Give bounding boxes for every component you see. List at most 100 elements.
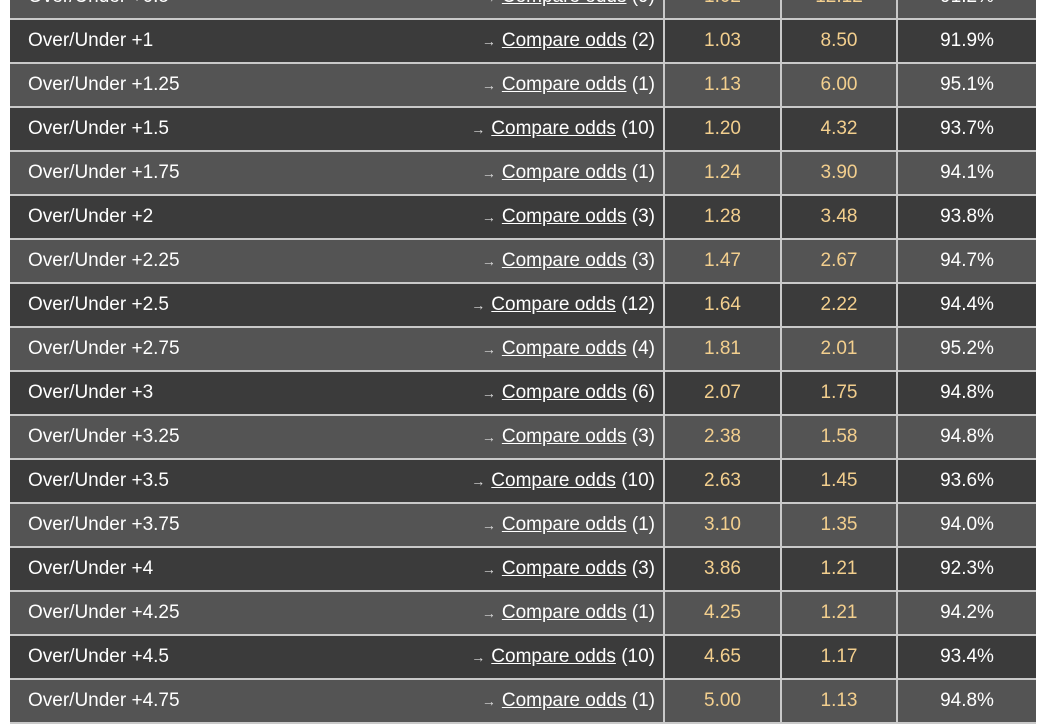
table-row: Over/Under +4.5 → Compare odds (10) 4.65 … [10,636,1036,680]
over-odds[interactable]: 1.13 [665,64,782,106]
over-odds[interactable]: 1.47 [665,240,782,282]
compare-odds-link[interactable]: Compare odds [502,0,627,7]
over-odds[interactable]: 1.24 [665,152,782,194]
arrow-right-icon: → [481,385,496,401]
compare-odds-link[interactable]: Compare odds [501,250,627,271]
over-odds[interactable]: 3.86 [665,548,782,590]
under-odds[interactable]: 2.01 [782,328,898,370]
compare-odds-link[interactable]: Compare odds [501,382,627,403]
compare-odds: → Compare odds (10) [471,470,655,492]
market-cell: Over/Under +2.75 → Compare odds (4) [10,328,665,370]
payout: 93.4% [940,646,994,667]
over-odds[interactable]: 3.10 [665,504,782,546]
compare-odds-link[interactable]: Compare odds [491,294,616,315]
bookmaker-count: (12) [621,294,655,315]
over-odds[interactable]: 2.38 [665,416,782,458]
market-name: Over/Under +2 [28,206,154,227]
market-cell: Over/Under +0.5 → Compare odds (9) [10,0,665,18]
compare-odds-link[interactable]: Compare odds [501,690,627,711]
under-odds[interactable]: 6.00 [782,64,898,106]
market-cell: Over/Under +1 → Compare odds (2) [10,20,665,62]
compare-odds-link[interactable]: Compare odds [491,646,616,667]
under-odds[interactable]: 2.67 [782,240,898,282]
under-odds[interactable]: 1.13 [782,680,898,722]
table-row: Over/Under +4.75 → Compare odds (1) 5.00 … [10,680,1036,724]
over-odds[interactable]: 1.28 [665,196,782,238]
table-row: Over/Under +1.75 → Compare odds (1) 1.24 … [10,152,1036,196]
market-name: Over/Under +3.5 [28,470,169,491]
compare-odds-link[interactable]: Compare odds [501,558,627,579]
payout: 91.2% [898,0,1036,18]
payout: 93.7% [940,118,994,139]
under-odds[interactable]: 1.58 [782,416,898,458]
over-odds[interactable]: 1.03 [665,20,782,62]
under-odds[interactable]: 1.35 [782,504,898,546]
bookmaker-count: (2) [631,30,655,51]
under-odds[interactable]: 8.50 [782,20,898,62]
under-odds[interactable]: 3.48 [782,196,898,238]
under-odds[interactable]: 4.32 [782,108,898,150]
table-row: Over/Under +1 → Compare odds (2) 1.03 8.5… [10,20,1036,64]
compare-odds-link[interactable]: Compare odds [501,206,627,227]
under-odds[interactable]: 1.17 [782,636,898,678]
market-name: Over/Under +0.5 [28,0,482,8]
under-odds[interactable]: 1.75 [782,372,898,414]
bookmaker-count: (9) [632,0,655,7]
compare-odds: → Compare odds (9) [482,0,655,8]
payout: 93.6% [940,470,994,491]
table-row: Over/Under +3 → Compare odds (6) 2.07 1.7… [10,372,1036,416]
under-odds[interactable]: 3.90 [782,152,898,194]
over-odds[interactable]: 2.63 [665,460,782,502]
market-cell: Over/Under +3.75 → Compare odds (1) [10,504,665,546]
arrow-right-icon: → [481,561,496,577]
arrow-right-icon: → [471,121,486,137]
odds-table: Over/Under +0.5 → Compare odds (9) 1.02 1… [10,0,1036,724]
market-cell: Over/Under +3 → Compare odds (6) [10,372,665,414]
under-odds[interactable]: 1.21 [782,592,898,634]
over-odds[interactable]: 1.64 [665,284,782,326]
under-odds[interactable]: 12.12 [782,0,898,18]
arrow-right-icon: → [482,0,496,5]
under-odds[interactable]: 1.21 [782,548,898,590]
over-odds[interactable]: 1.81 [665,328,782,370]
compare-odds: → Compare odds (1) [482,602,655,624]
table-row: Over/Under +1.5 → Compare odds (10) 1.20 … [10,108,1036,152]
over-odds[interactable]: 5.00 [665,680,782,722]
bookmaker-count: (1) [631,74,655,95]
over-odds[interactable]: 2.07 [665,372,782,414]
market-cell: Over/Under +1.25 → Compare odds (1) [10,64,665,106]
under-odds[interactable]: 2.22 [782,284,898,326]
over-odds[interactable]: 4.25 [665,592,782,634]
market-name: Over/Under +1.25 [28,74,180,95]
compare-odds: → Compare odds (2) [482,30,655,52]
compare-odds-link[interactable]: Compare odds [501,162,627,183]
compare-odds: → Compare odds (1) [482,162,655,184]
compare-odds-link[interactable]: Compare odds [501,514,627,535]
bookmaker-count: (10) [621,118,655,139]
over-odds[interactable]: 1.20 [665,108,782,150]
compare-odds: → Compare odds (3) [482,206,655,228]
compare-odds: → Compare odds (1) [482,690,655,712]
compare-odds-link[interactable]: Compare odds [491,470,616,491]
compare-odds-link[interactable]: Compare odds [501,30,627,51]
market-cell: Over/Under +4.25 → Compare odds (1) [10,592,665,634]
market-name: Over/Under +3.25 [28,426,180,447]
market-cell: Over/Under +4.5 → Compare odds (10) [10,636,665,678]
over-odds[interactable]: 4.65 [665,636,782,678]
compare-odds-link[interactable]: Compare odds [501,602,627,623]
table-row: Over/Under +1.25 → Compare odds (1) 1.13 … [10,64,1036,108]
arrow-right-icon: → [481,341,496,357]
compare-odds-link[interactable]: Compare odds [501,74,627,95]
under-odds[interactable]: 1.45 [782,460,898,502]
market-name: Over/Under +2.5 [28,294,169,315]
over-odds[interactable]: 1.02 [665,0,782,18]
arrow-right-icon: → [481,693,496,709]
bookmaker-count: (1) [631,162,655,183]
arrow-right-icon: → [471,649,486,665]
payout: 94.4% [940,294,994,315]
compare-odds-link[interactable]: Compare odds [501,338,627,359]
bookmaker-count: (10) [621,470,655,491]
compare-odds-link[interactable]: Compare odds [491,118,616,139]
compare-odds-link[interactable]: Compare odds [501,426,627,447]
arrow-right-icon: → [481,605,496,621]
